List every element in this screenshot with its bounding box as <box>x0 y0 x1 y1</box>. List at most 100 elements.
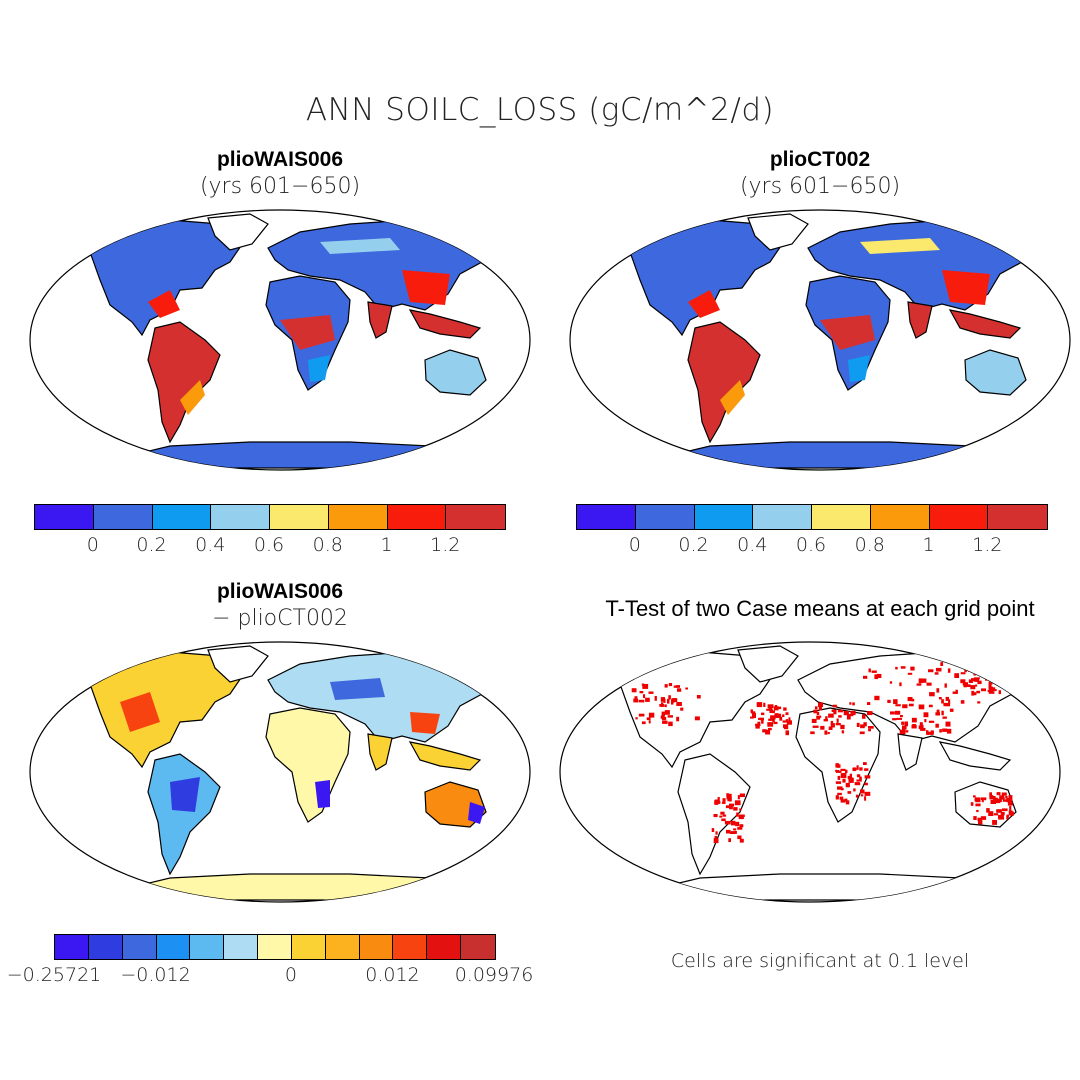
significance-cell <box>911 717 917 723</box>
significance-cell <box>905 730 909 733</box>
significance-cell <box>828 713 834 718</box>
significance-cell <box>849 773 852 778</box>
significance-cell <box>976 665 982 668</box>
significance-cell <box>854 782 860 785</box>
significance-cell <box>654 696 657 701</box>
significance-cell <box>920 724 924 728</box>
significance-cell <box>668 721 673 727</box>
significance-cell <box>719 815 723 818</box>
significance-cell <box>864 796 867 801</box>
significance-cell <box>868 726 874 729</box>
significance-cell <box>724 820 731 825</box>
significance-cell <box>949 708 954 712</box>
significance-cell <box>641 683 645 686</box>
significance-cell <box>928 704 933 708</box>
significance-cell <box>988 691 995 694</box>
significance-cell <box>713 838 719 844</box>
significance-cell <box>835 781 842 784</box>
significance-cell <box>634 696 638 700</box>
panel-subtitle-top-left: (yrs 601−650) <box>199 174 361 199</box>
significance-cell <box>992 687 996 692</box>
significance-cell <box>672 698 678 703</box>
significance-cell <box>977 701 981 704</box>
significance-cell <box>755 723 760 729</box>
significance-cell <box>729 805 733 810</box>
significance-cell <box>973 816 977 820</box>
significance-cell <box>837 792 842 796</box>
significance-cell <box>773 706 779 711</box>
significance-cell <box>715 831 718 835</box>
colorbar-tick-label: 0.6 <box>795 534 827 556</box>
significance-cell <box>899 729 906 735</box>
significance-cell <box>661 716 667 721</box>
significance-cell <box>848 713 854 717</box>
colorbar-top-left <box>34 504 506 530</box>
significance-cell <box>765 729 771 735</box>
significance-cell <box>758 717 762 720</box>
significance-cell <box>943 702 947 707</box>
colorbar-swatch <box>224 935 259 959</box>
significance-cell <box>722 814 727 817</box>
colorbar-swatch <box>461 935 495 959</box>
significance-cell <box>988 811 994 816</box>
significance-cell <box>750 709 753 713</box>
significance-cell <box>767 704 774 708</box>
significance-cell <box>856 774 861 778</box>
significance-cell <box>947 668 951 673</box>
significance-cell <box>978 820 983 825</box>
significance-cell <box>733 828 737 831</box>
significance-cell <box>973 795 976 798</box>
significance-cell <box>694 716 700 721</box>
significance-cell <box>895 704 901 707</box>
significance-cell <box>935 712 940 716</box>
significance-cell <box>941 710 944 716</box>
colorbar-swatch <box>190 935 225 959</box>
significance-cell <box>664 704 667 708</box>
significance-cell <box>731 820 736 826</box>
significance-cell <box>837 764 841 768</box>
significance-cell <box>901 721 905 725</box>
significance-cell <box>812 725 819 728</box>
significance-cell <box>677 688 682 692</box>
significance-cell <box>823 719 828 722</box>
significance-cell <box>1019 674 1026 679</box>
significance-cell <box>850 710 856 714</box>
significance-cell <box>907 697 913 702</box>
significance-cell <box>838 715 842 718</box>
significance-cell <box>928 720 935 723</box>
significance-cell <box>860 789 865 794</box>
significance-cell <box>874 695 880 701</box>
significance-cell <box>676 716 680 722</box>
significance-cell <box>785 730 789 736</box>
significance-cell <box>776 706 782 710</box>
significance-cell <box>864 775 871 779</box>
significance-cell <box>840 799 846 803</box>
significance-cell <box>856 722 860 727</box>
significance-cell <box>735 821 740 827</box>
significance-cell <box>667 715 673 718</box>
significance-cell <box>1013 676 1017 679</box>
significance-cell <box>993 813 999 816</box>
significance-cell <box>726 829 731 834</box>
significance-cell <box>643 694 646 698</box>
colorbar-swatch <box>35 505 94 529</box>
significance-cell <box>729 803 735 807</box>
significance-cell <box>846 714 851 720</box>
significance-cell <box>927 731 933 735</box>
significance-cell <box>955 663 959 666</box>
significance-cell <box>988 681 993 685</box>
significance-cell <box>936 688 940 693</box>
significance-cell <box>859 731 865 735</box>
significance-cell <box>721 801 726 804</box>
significance-cell <box>833 709 837 715</box>
significance-cell <box>912 724 916 729</box>
significance-cell <box>824 730 828 735</box>
significance-cell <box>989 792 992 797</box>
significance-cell <box>988 686 993 692</box>
significance-cell <box>864 791 871 796</box>
significance-cell <box>896 717 902 720</box>
significance-cell <box>631 688 637 693</box>
colorbar-swatch <box>258 935 292 959</box>
colorbar-tick-label: 0.2 <box>678 534 709 556</box>
significance-cell <box>638 699 645 703</box>
